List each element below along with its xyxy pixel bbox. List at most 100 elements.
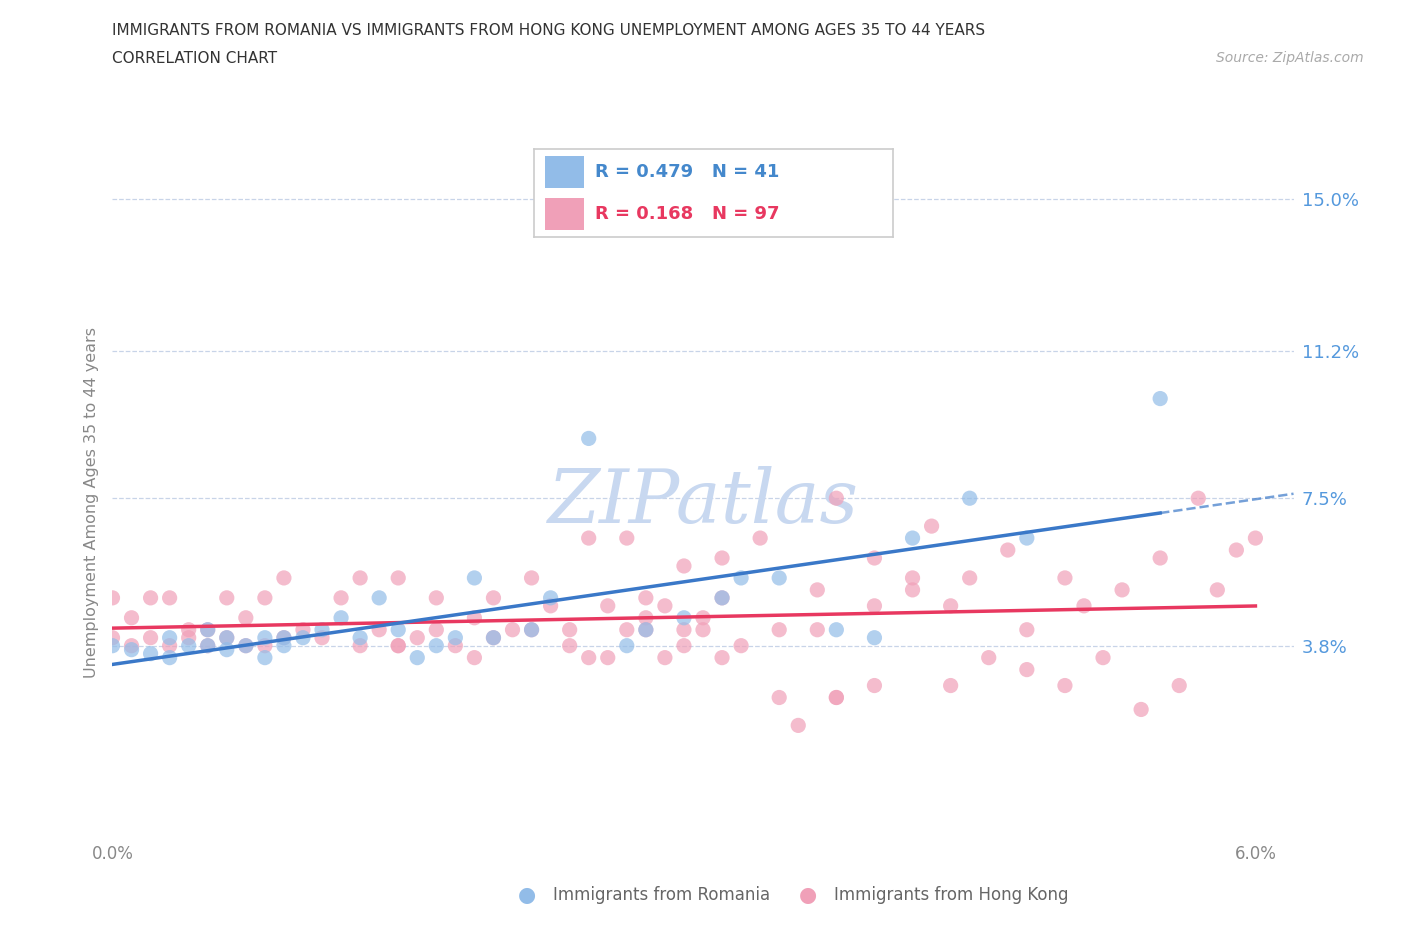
Point [1015, 662, 1038, 677]
Point [634, 591, 657, 605]
Point [425, 622, 447, 637]
Point [921, 519, 943, 534]
Point [273, 631, 295, 645]
Point [121, 638, 143, 653]
Point [159, 650, 181, 665]
Point [520, 622, 543, 637]
Point [672, 638, 695, 653]
Point [672, 622, 695, 637]
Point [291, 622, 314, 637]
Point [215, 643, 238, 658]
Point [253, 591, 276, 605]
Point [901, 570, 924, 585]
Bar [546, 156, 585, 188]
Point [616, 638, 638, 653]
Text: CORRELATION CHART: CORRELATION CHART [112, 51, 277, 66]
Point [177, 622, 200, 637]
Point [121, 610, 143, 625]
Point [806, 582, 828, 597]
Point [768, 570, 790, 585]
Point [215, 591, 238, 605]
Point [730, 570, 752, 585]
Point [806, 622, 828, 637]
Point [825, 622, 848, 637]
Point [444, 638, 467, 653]
Point [768, 690, 790, 705]
Point [711, 591, 734, 605]
Point [387, 638, 409, 653]
Point [711, 650, 734, 665]
Point [634, 622, 657, 637]
Point [596, 598, 619, 613]
Point [1168, 678, 1191, 693]
Point [215, 631, 238, 645]
Point [139, 646, 162, 661]
Point [235, 638, 257, 653]
Point [692, 622, 714, 637]
Point [273, 638, 295, 653]
Point [1073, 598, 1095, 613]
Point [197, 622, 219, 637]
Point [1015, 622, 1038, 637]
Point [749, 531, 772, 546]
Point [253, 638, 276, 653]
Point [578, 650, 600, 665]
Point [939, 678, 962, 693]
Point [1111, 582, 1133, 597]
Bar [546, 198, 585, 230]
Y-axis label: Unemployment Among Ages 35 to 44 years: Unemployment Among Ages 35 to 44 years [83, 326, 98, 678]
Point [311, 622, 333, 637]
Text: Source: ZipAtlas.com: Source: ZipAtlas.com [1216, 51, 1364, 65]
Point [406, 650, 429, 665]
Point [425, 591, 447, 605]
Point [540, 598, 562, 613]
Point [711, 551, 734, 565]
Point [463, 650, 485, 665]
Point [139, 631, 162, 645]
Text: IMMIGRANTS FROM ROMANIA VS IMMIGRANTS FROM HONG KONG UNEMPLOYMENT AMONG AGES 35 : IMMIGRANTS FROM ROMANIA VS IMMIGRANTS FR… [112, 23, 986, 38]
Text: Immigrants from Romania: Immigrants from Romania [553, 885, 769, 904]
Point [596, 650, 619, 665]
Point [159, 591, 181, 605]
Point [1053, 570, 1076, 585]
Point [463, 610, 485, 625]
Point [939, 598, 962, 613]
Point [330, 610, 353, 625]
Point [959, 570, 981, 585]
Point [1149, 392, 1171, 406]
Text: ZIPatlas: ZIPatlas [547, 466, 859, 538]
Point [578, 531, 600, 546]
Point [273, 631, 295, 645]
Text: ●: ● [800, 884, 817, 905]
Point [482, 591, 505, 605]
Point [1225, 542, 1247, 557]
Point [787, 718, 810, 733]
Point [273, 570, 295, 585]
Point [863, 598, 886, 613]
Point [197, 638, 219, 653]
Point [654, 598, 676, 613]
Point [1187, 491, 1209, 506]
Point [159, 638, 181, 653]
Point [616, 531, 638, 546]
Point [235, 638, 257, 653]
Point [730, 638, 752, 653]
Point [672, 559, 695, 574]
Point [253, 650, 276, 665]
Text: Immigrants from Hong Kong: Immigrants from Hong Kong [834, 885, 1069, 904]
Point [291, 631, 314, 645]
Point [502, 622, 524, 637]
Point [482, 631, 505, 645]
Point [101, 591, 124, 605]
Point [692, 610, 714, 625]
Point [1053, 678, 1076, 693]
Point [368, 591, 391, 605]
Point [863, 631, 886, 645]
Point [520, 570, 543, 585]
Point [1149, 551, 1171, 565]
Point [349, 638, 371, 653]
Point [825, 690, 848, 705]
Point [901, 531, 924, 546]
Point [672, 610, 695, 625]
Point [997, 542, 1019, 557]
